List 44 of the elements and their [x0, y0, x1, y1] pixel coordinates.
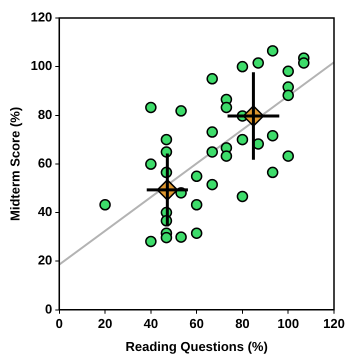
point [99, 199, 111, 210]
x-tick-label: 120 [323, 316, 345, 332]
x-tick-label: 40 [144, 316, 158, 332]
point [206, 126, 218, 138]
point [266, 166, 278, 178]
y-tick-label: 40 [38, 204, 52, 220]
point [145, 158, 157, 170]
point [160, 232, 172, 244]
y-tick-label: 80 [38, 106, 52, 122]
y-tick-label: 100 [30, 58, 52, 74]
y-tick-label: 0 [45, 301, 52, 316]
y-axis-title: Midterm Score (%) [7, 106, 22, 221]
y-tick-label: 60 [38, 155, 52, 170]
point [206, 178, 218, 190]
x-axis-title: Reading Questions (%) [125, 338, 268, 354]
y-tick-label: 20 [38, 252, 52, 268]
point [282, 150, 294, 162]
point [220, 102, 232, 114]
point [220, 150, 232, 162]
x-tick-label: 60 [189, 316, 204, 332]
point [252, 57, 264, 69]
point [190, 170, 202, 182]
point [190, 199, 202, 210]
point [190, 227, 202, 239]
point [236, 60, 248, 72]
y-tick-label: 120 [30, 10, 52, 25]
point [236, 134, 248, 146]
x-tick-label: 20 [98, 316, 112, 332]
point [175, 231, 187, 243]
x-tick-label: 80 [235, 316, 250, 332]
x-tick-label: 100 [277, 316, 300, 332]
x-tick-label: 0 [56, 316, 63, 332]
point [145, 102, 157, 114]
point [175, 105, 187, 117]
point [282, 90, 294, 102]
point [266, 45, 278, 57]
point [282, 66, 294, 78]
point [160, 134, 172, 146]
point [236, 190, 248, 202]
point [266, 130, 278, 142]
point [298, 57, 310, 69]
point [206, 73, 218, 85]
point [206, 146, 218, 158]
point [145, 236, 157, 248]
